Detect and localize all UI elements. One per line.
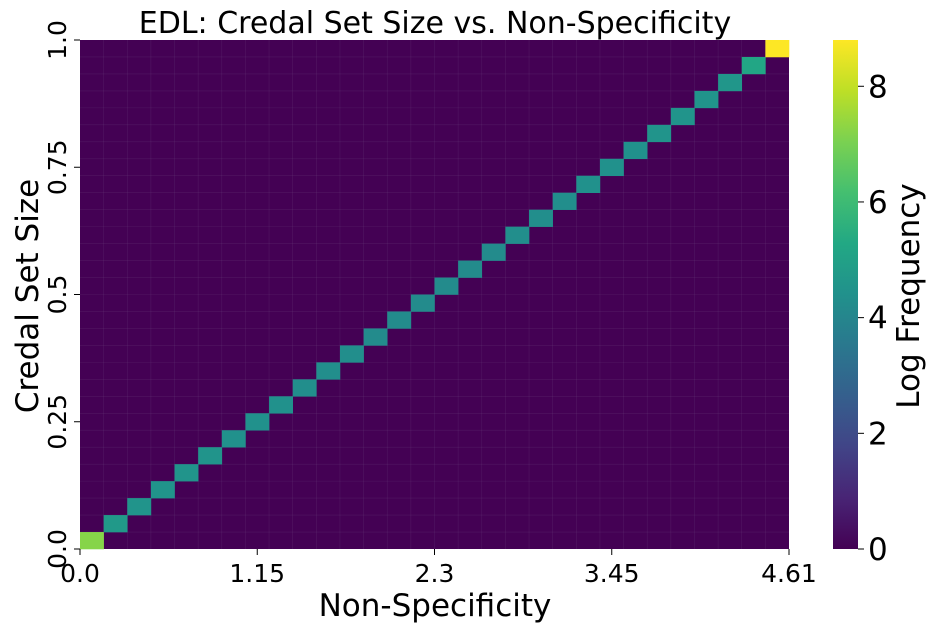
- y-tick-label: 0.25: [43, 394, 72, 450]
- colorbar-tick-label: 8: [868, 69, 888, 105]
- y-tick-label: 1.0: [43, 20, 72, 60]
- x-axis-label: Non-Specificity: [319, 588, 552, 624]
- colorbar-tick-label: 0: [868, 532, 888, 568]
- x-tick-label: 0.0: [60, 559, 100, 588]
- x-tick-label: 4.61: [761, 559, 817, 588]
- heatmap-cell: [741, 56, 766, 75]
- heatmap-cell: [434, 277, 459, 295]
- heatmap-cell: [174, 464, 199, 482]
- heatmap-cell: [80, 532, 104, 550]
- colorbar-tick-label: 6: [868, 185, 888, 221]
- heatmap-cell: [363, 328, 388, 346]
- heatmap-cell: [292, 379, 317, 397]
- x-tick-label: 2.3: [415, 559, 455, 588]
- heatmap-cell: [198, 447, 223, 465]
- y-tick-label: 0.0: [43, 529, 72, 569]
- y-axis: 0.0 0.25 0.5 0.75 1.0: [43, 20, 80, 569]
- y-tick-label: 0.5: [43, 275, 72, 315]
- heatmap-cell: [127, 498, 152, 516]
- y-axis-label: Credal Set Size: [10, 179, 46, 413]
- colorbar-tick-label: 2: [868, 416, 888, 452]
- heatmap-cell: [410, 294, 435, 312]
- heatmap-cell: [458, 260, 483, 278]
- heatmap-cell: [103, 515, 128, 533]
- chart-title: EDL: Credal Set Size vs. Non-Specificity: [139, 6, 731, 41]
- heatmap-cell: [670, 107, 695, 126]
- heatmap-cell: [529, 209, 553, 227]
- x-axis: 0.0 1.15 2.3 3.45 4.61: [60, 549, 817, 588]
- heatmap-cell: [694, 90, 719, 109]
- heatmap-cell: [150, 481, 175, 499]
- colorbar: [833, 40, 858, 549]
- heatmap-cell: [765, 40, 790, 58]
- heatmap-cell: [269, 396, 293, 414]
- x-tick-label: 1.15: [229, 559, 285, 588]
- heatmap-cell: [647, 124, 672, 143]
- heatmap-cell: [505, 226, 530, 244]
- heatmap-cell: [245, 413, 270, 431]
- heatmap-cell: [316, 362, 341, 380]
- heatmap-cell: [552, 192, 577, 210]
- y-tick-label: 0.75: [43, 139, 72, 195]
- colorbar-ticks: 0 2 4 6 8: [858, 69, 888, 568]
- heatmap-area: [80, 40, 790, 550]
- x-tick-label: 3.45: [584, 559, 640, 588]
- heatmap-cell: [481, 243, 506, 261]
- heatmap-cell: [718, 73, 743, 92]
- colorbar-tick-label: 4: [868, 301, 888, 337]
- heatmap-cell: [387, 311, 412, 329]
- heatmap-cell: [576, 175, 601, 193]
- heatmap-cell: [623, 141, 648, 160]
- heatmap-cell: [339, 345, 364, 363]
- heatmap-cell: [221, 430, 246, 448]
- heatmap-cell: [599, 158, 624, 177]
- colorbar-label: Log Frequency: [891, 183, 927, 408]
